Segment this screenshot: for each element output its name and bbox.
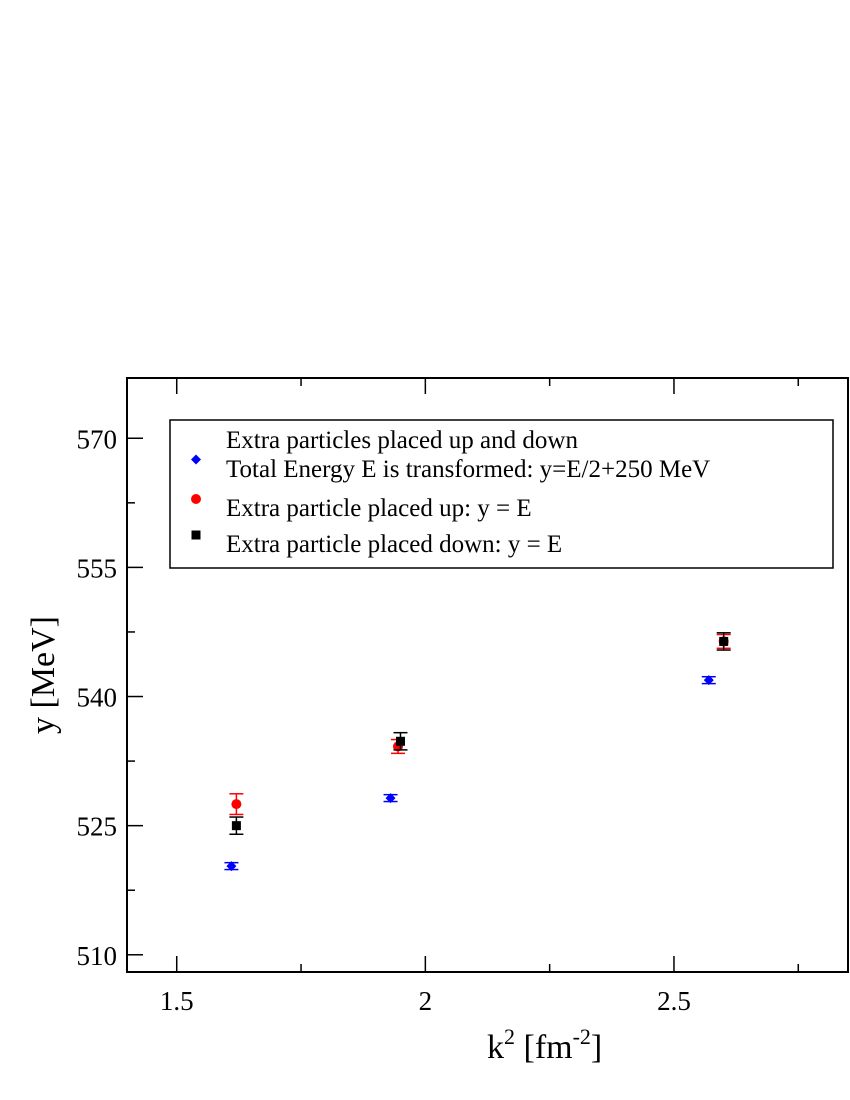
y-tick-label: 510 xyxy=(77,941,118,971)
data-point-circle xyxy=(231,799,242,810)
plot-frame xyxy=(126,377,849,973)
tick-labels: 1.5 2 2.5 510 525 540 555 570 xyxy=(77,424,691,1016)
data-point-diamond xyxy=(703,675,714,686)
y-tick-label: 540 xyxy=(77,683,118,713)
legend-label: Extra particles placed up and down xyxy=(226,427,578,454)
x-axis-label-unit-close: ] xyxy=(591,1029,602,1066)
y-tick-label: 555 xyxy=(77,553,118,583)
x-axis-label-unit-sup: -2 xyxy=(573,1024,591,1049)
y-axis-label: y [MeV] xyxy=(25,616,62,734)
x-tick-label: 1.5 xyxy=(160,986,194,1016)
x-axis-label: k2 [fm-2] xyxy=(487,1024,602,1066)
legend-label: Total Energy E is transformed: y=E/2+250… xyxy=(226,456,710,483)
legend-box xyxy=(169,419,834,569)
axis-ticks xyxy=(127,378,800,972)
data-point-square xyxy=(231,821,241,831)
data-points xyxy=(224,632,731,872)
y-tick-label: 525 xyxy=(77,812,118,842)
legend-items: Extra particles placed up and downTotal … xyxy=(191,427,710,558)
x-axis-label-sup: 2 xyxy=(504,1024,515,1049)
data-point-square xyxy=(395,736,405,746)
y-tick-label: 570 xyxy=(77,424,118,454)
x-tick-label: 2.5 xyxy=(657,986,691,1016)
legend-label: Extra particle placed up: y = E xyxy=(226,495,532,522)
x-axis-label-unit: [fm xyxy=(515,1029,573,1066)
legend-marker-circle xyxy=(191,494,201,504)
data-point-square xyxy=(719,636,729,646)
data-point-diamond xyxy=(385,793,396,804)
legend-marker-square xyxy=(191,530,201,540)
legend-label: Extra particle placed down: y = E xyxy=(226,531,562,558)
data-point-diamond xyxy=(226,861,237,872)
x-axis-label-base: k xyxy=(487,1029,504,1066)
x-tick-label: 2 xyxy=(419,986,433,1016)
legend: Extra particles placed up and downTotal … xyxy=(169,419,834,569)
legend-marker-diamond xyxy=(191,454,201,465)
